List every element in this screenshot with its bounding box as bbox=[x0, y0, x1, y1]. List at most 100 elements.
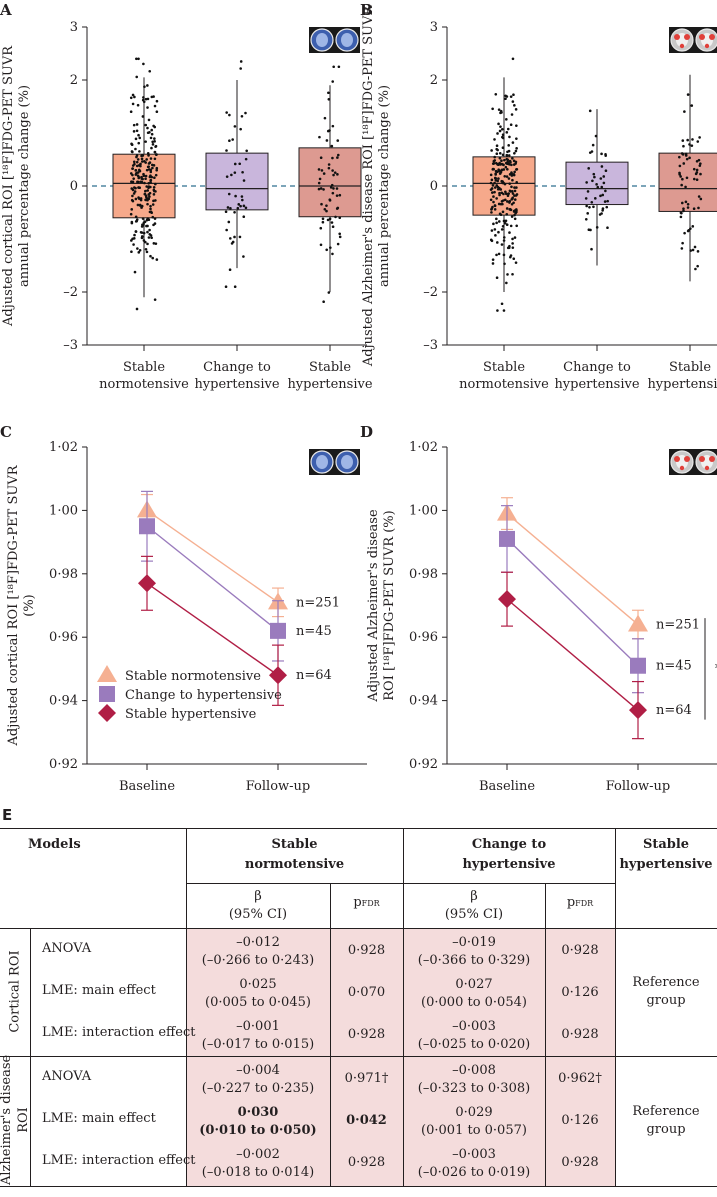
panel-letter-a: A bbox=[0, 1, 12, 19]
data-point bbox=[148, 161, 152, 164]
data-point bbox=[690, 144, 694, 147]
data-point bbox=[512, 173, 516, 176]
row-p-normo: 0·070 bbox=[347, 985, 386, 1000]
data-point bbox=[600, 185, 604, 189]
data-point bbox=[233, 125, 237, 128]
data-point bbox=[338, 193, 342, 197]
data-point bbox=[141, 98, 145, 102]
data-point bbox=[491, 191, 494, 194]
data-point bbox=[149, 170, 153, 174]
data-point bbox=[129, 172, 133, 175]
data-point bbox=[491, 162, 495, 165]
data-point bbox=[140, 180, 144, 184]
data-point bbox=[503, 182, 507, 186]
row-ci-change: (–0·026 to 0·019) bbox=[417, 1165, 531, 1180]
data-point bbox=[336, 139, 340, 142]
data-point bbox=[585, 204, 588, 208]
data-point bbox=[511, 272, 514, 276]
data-point bbox=[592, 172, 596, 176]
data-point bbox=[496, 148, 499, 152]
data-point bbox=[138, 169, 142, 173]
data-point bbox=[513, 189, 517, 193]
data-point bbox=[153, 157, 157, 161]
data-point bbox=[497, 177, 500, 180]
panel-letter-b: B bbox=[360, 1, 373, 19]
data-point bbox=[493, 208, 497, 211]
y-axis-label-line: Adjusted Alzheimer's disease bbox=[366, 509, 381, 703]
data-point bbox=[144, 174, 148, 178]
data-point bbox=[135, 123, 139, 126]
data-point bbox=[135, 57, 138, 61]
data-point bbox=[588, 151, 592, 154]
data-point bbox=[155, 110, 159, 114]
data-point bbox=[133, 186, 136, 189]
data-point bbox=[590, 200, 594, 204]
data-point bbox=[335, 194, 339, 197]
data-point bbox=[595, 226, 599, 229]
data-point bbox=[328, 217, 332, 221]
data-point bbox=[145, 185, 148, 188]
data-point bbox=[229, 237, 232, 240]
y-axis-label-line: Adjusted Alzheimer's disease ROI [¹⁸F]FD… bbox=[361, 5, 376, 368]
data-point bbox=[509, 254, 513, 257]
brain-core-icon bbox=[316, 33, 328, 47]
data-point bbox=[515, 186, 518, 189]
data-point bbox=[242, 255, 245, 258]
data-point bbox=[142, 172, 145, 176]
data-point bbox=[505, 281, 508, 285]
data-point bbox=[152, 95, 155, 98]
y-tick-label: 0·98 bbox=[409, 567, 438, 582]
data-point bbox=[228, 268, 232, 272]
data-point bbox=[498, 152, 502, 155]
data-point bbox=[605, 205, 609, 209]
data-point bbox=[512, 93, 515, 97]
data-point bbox=[511, 157, 514, 160]
data-point bbox=[697, 158, 701, 162]
data-point bbox=[493, 155, 497, 159]
data-point bbox=[495, 221, 498, 225]
data-point bbox=[146, 242, 149, 246]
data-point bbox=[500, 243, 504, 246]
data-point bbox=[683, 231, 686, 235]
data-point bbox=[497, 252, 501, 256]
x-category-label: Stable bbox=[309, 360, 351, 375]
data-point bbox=[697, 195, 701, 198]
data-point bbox=[147, 181, 151, 185]
y-tick-label: 2 bbox=[430, 73, 438, 88]
square-marker bbox=[630, 657, 646, 674]
data-point bbox=[227, 192, 231, 196]
series-line bbox=[506, 598, 639, 711]
data-point bbox=[682, 162, 686, 165]
data-point bbox=[129, 212, 133, 216]
data-point bbox=[503, 198, 507, 202]
data-point bbox=[504, 165, 508, 169]
data-point bbox=[600, 212, 603, 215]
data-point bbox=[327, 91, 330, 95]
header-change-hyper: hypertensive bbox=[462, 857, 556, 872]
data-point bbox=[692, 207, 696, 211]
data-point bbox=[501, 133, 505, 137]
y-tick-label: 0 bbox=[70, 179, 78, 194]
data-point bbox=[147, 118, 151, 122]
data-point bbox=[332, 187, 335, 190]
data-point bbox=[132, 123, 136, 127]
y-tick-label: 1·02 bbox=[49, 440, 78, 455]
data-point bbox=[502, 253, 506, 257]
data-point bbox=[678, 171, 681, 175]
x-category-label: hypertensive bbox=[554, 377, 639, 392]
data-point bbox=[134, 215, 138, 219]
data-point bbox=[506, 200, 509, 203]
data-point bbox=[143, 85, 146, 88]
data-point bbox=[490, 229, 494, 232]
data-point bbox=[493, 186, 497, 189]
header-stable-normo: Stable bbox=[271, 837, 318, 852]
data-point bbox=[144, 248, 148, 251]
data-point bbox=[594, 134, 598, 138]
data-point bbox=[502, 163, 505, 167]
data-point bbox=[152, 193, 156, 196]
x-category-label: Stable bbox=[483, 360, 525, 375]
data-point bbox=[146, 97, 150, 101]
data-point bbox=[515, 124, 518, 127]
y-tick-label: –3 bbox=[423, 338, 438, 353]
data-point bbox=[600, 165, 604, 168]
